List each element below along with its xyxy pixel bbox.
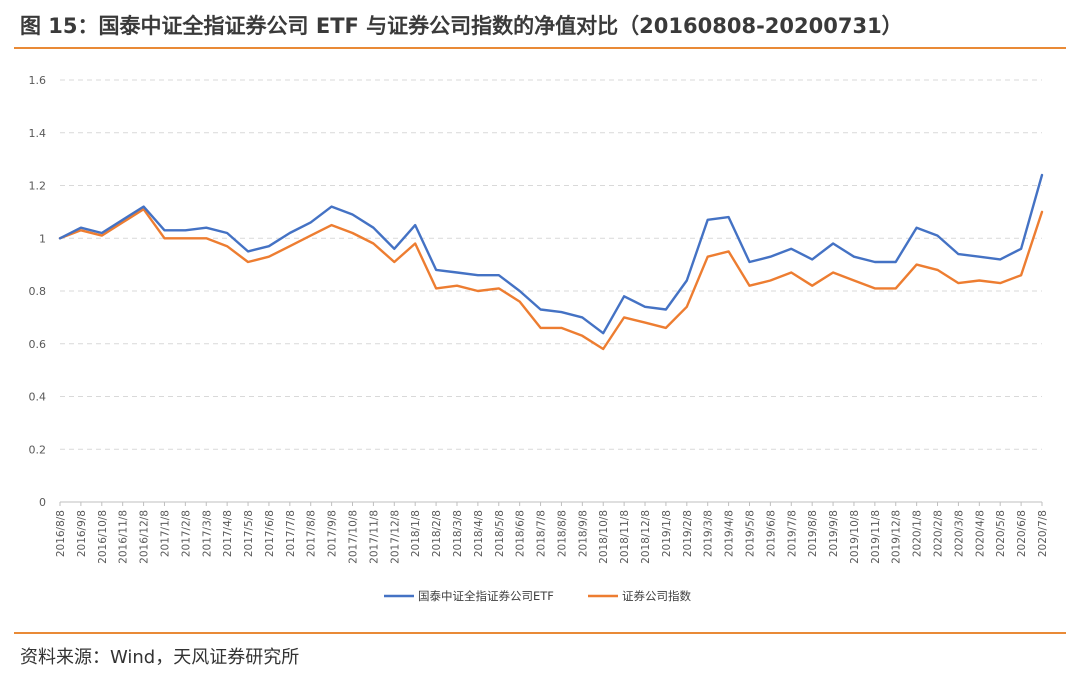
x-tick-label: 2018/9/8 <box>577 510 589 557</box>
y-tick-label: 0.4 <box>29 391 47 404</box>
legend-label-index: 证券公司指数 <box>622 589 691 603</box>
x-tick-label: 2019/1/8 <box>661 510 673 557</box>
x-tick-label: 2017/8/8 <box>306 510 318 557</box>
x-tick-label: 2018/8/8 <box>556 510 568 557</box>
x-tick-label: 2016/10/8 <box>97 510 109 564</box>
x-tick-label: 2019/6/8 <box>765 510 777 557</box>
x-tick-label: 2018/11/8 <box>619 510 631 564</box>
x-tick-label: 2019/2/8 <box>682 510 694 557</box>
grid-lines <box>60 79 1042 503</box>
x-tick-label: 2018/6/8 <box>515 510 527 557</box>
x-tick-label: 2017/12/8 <box>389 510 401 564</box>
y-tick-label: 0.6 <box>29 338 47 351</box>
x-axis: 2016/8/8 2016/9/8 2016/10/8 2016/11/8 2016/1… <box>55 502 1049 564</box>
y-tick-label: 1 <box>39 232 46 245</box>
series-line-index <box>58 207 1044 351</box>
legend-label-etf: 国泰中证全指证券公司ETF <box>418 589 554 603</box>
y-tick-label: 0.8 <box>29 285 47 298</box>
x-tick-label: 2020/2/8 <box>933 510 945 557</box>
x-tick-label: 2017/3/8 <box>201 510 213 557</box>
x-tick-label: 2016/9/8 <box>76 510 88 557</box>
x-tick-label: 2018/10/8 <box>598 510 610 564</box>
x-tick-label: 2020/7/8 <box>1037 510 1049 557</box>
x-tick-label: 2018/5/8 <box>494 510 506 557</box>
x-tick-label: 2020/6/8 <box>1016 510 1028 557</box>
x-tick-label: 2019/7/8 <box>786 510 798 557</box>
x-tick-label: 2016/11/8 <box>118 510 130 564</box>
x-tick-label: 2017/5/8 <box>243 510 255 557</box>
y-axis-ticks: 0 0.2 0.4 0.6 0.8 1 1.2 1.4 1.6 <box>29 74 47 509</box>
x-tick-label: 2017/2/8 <box>180 510 192 557</box>
source-note: 资料来源：Wind，天风证券研究所 <box>20 647 300 668</box>
x-tick-label: 2019/3/8 <box>703 510 715 557</box>
x-tick-label: 2018/1/8 <box>410 510 422 557</box>
legend: 国泰中证全指证券公司ETF 证券公司指数 <box>384 589 691 603</box>
x-tick-label: 2018/12/8 <box>640 510 652 564</box>
line-chart: 0 0.2 0.4 0.6 0.8 1 1.2 1.4 1.6 2016/8/8 2016/9/8… <box>29 74 1050 603</box>
x-tick-label: 2019/12/8 <box>891 510 903 564</box>
x-tick-label: 2017/4/8 <box>222 510 234 557</box>
x-tick-label: 2019/10/8 <box>849 510 861 564</box>
y-tick-label: 0.2 <box>29 443 47 456</box>
bottom-rule <box>14 632 1066 634</box>
x-tick-label: 2019/8/8 <box>807 510 819 557</box>
x-tick-label: 2018/3/8 <box>452 510 464 557</box>
y-tick-label: 1.2 <box>29 180 47 193</box>
x-tick-label: 2020/5/8 <box>995 510 1007 557</box>
x-tick-label: 2017/6/8 <box>264 510 276 557</box>
x-tick-label: 2020/4/8 <box>974 510 986 557</box>
top-rule <box>14 47 1066 49</box>
x-tick-label: 2018/2/8 <box>431 510 443 557</box>
x-tick-label: 2017/11/8 <box>368 510 380 564</box>
x-tick-label: 2017/7/8 <box>285 510 297 557</box>
series-lines <box>58 173 1044 351</box>
x-tick-label: 2017/10/8 <box>348 510 360 564</box>
x-tick-label: 2019/9/8 <box>828 510 840 557</box>
x-tick-label: 2019/11/8 <box>870 510 882 564</box>
x-tick-label: 2018/7/8 <box>536 510 548 557</box>
x-tick-label: 2018/4/8 <box>473 510 485 557</box>
series-line-etf <box>58 173 1044 335</box>
y-tick-label: 0 <box>39 496 46 509</box>
y-tick-label: 1.4 <box>29 127 47 140</box>
x-tick-label: 2020/3/8 <box>953 510 965 557</box>
y-tick-label: 1.6 <box>29 74 47 87</box>
x-tick-label: 2019/4/8 <box>724 510 736 557</box>
x-tick-label: 2016/8/8 <box>55 510 67 557</box>
x-tick-label: 2020/1/8 <box>912 510 924 557</box>
x-tick-label: 2017/9/8 <box>327 510 339 557</box>
x-tick-label: 2019/5/8 <box>744 510 756 557</box>
x-tick-label: 2017/1/8 <box>159 510 171 557</box>
x-tick-label: 2016/12/8 <box>139 510 151 564</box>
figure-title: 图 15：国泰中证全指证券公司 ETF 与证券公司指数的净值对比（2016080… <box>20 14 903 38</box>
